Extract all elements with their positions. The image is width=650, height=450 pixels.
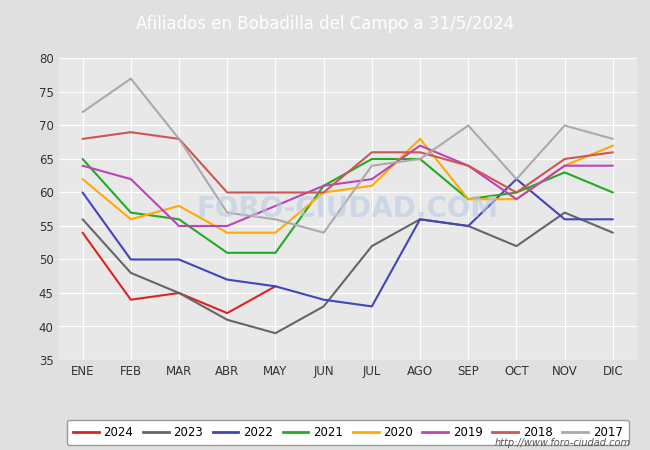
- Text: FORO-CIUDAD.COM: FORO-CIUDAD.COM: [197, 195, 499, 223]
- Legend: 2024, 2023, 2022, 2021, 2020, 2019, 2018, 2017: 2024, 2023, 2022, 2021, 2020, 2019, 2018…: [67, 420, 629, 445]
- Text: http://www.foro-ciudad.com: http://www.foro-ciudad.com: [495, 438, 630, 448]
- Text: Afiliados en Bobadilla del Campo a 31/5/2024: Afiliados en Bobadilla del Campo a 31/5/…: [136, 14, 514, 33]
